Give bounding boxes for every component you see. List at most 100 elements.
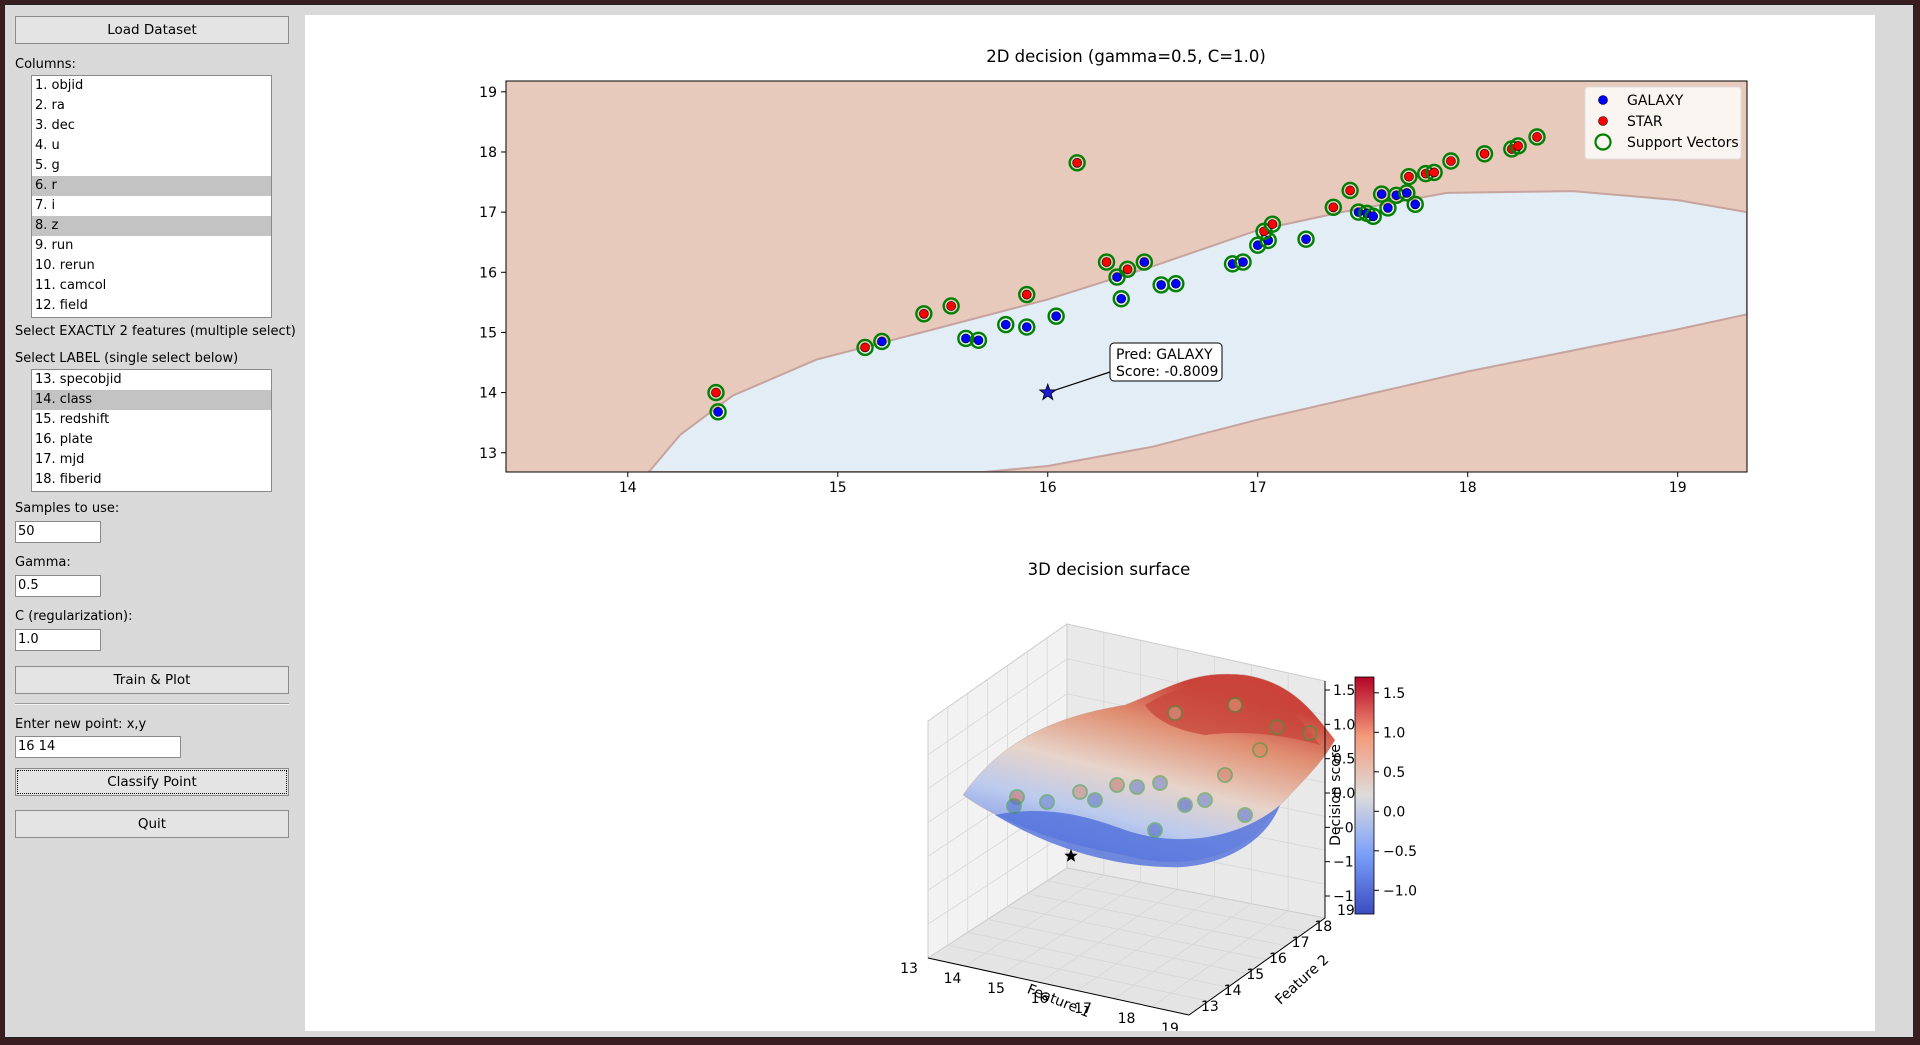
point-3d [1109,777,1125,793]
column-list-item[interactable]: 5. g [35,158,60,173]
label-list-item[interactable]: 16. plate [35,432,93,447]
x-tick-label: 19 [1669,480,1687,496]
label-list-item[interactable]: 15. redshift [35,412,110,427]
colorbar-tick-label: 0.5 [1383,765,1405,781]
point-3d [1087,792,1103,808]
column-list-item[interactable]: 7. i [35,198,56,213]
label-list-item[interactable]: 14. class [32,390,271,410]
support-vector-ring [1406,195,1424,214]
point-3d [1227,697,1243,713]
y-tick-label-3d: 18 [1314,919,1332,935]
x-tick-label-3d: 19 [1161,1021,1179,1031]
galaxy-point [1139,257,1150,267]
support-vector-ring [1249,236,1267,254]
c-label: C (regularization): [15,609,133,624]
label-list-item[interactable]: 18. fiberid [35,472,102,487]
column-list-item[interactable]: 10. rerun [35,258,95,273]
samples-input[interactable]: 50 [15,521,101,543]
support-vector-ring [942,297,960,315]
colorbar-label: Decision score [1328,744,1344,846]
galaxy-point [1051,311,1061,322]
y-tick-label-3d: 15 [1246,967,1264,983]
star-point [1479,148,1490,159]
load-dataset-button[interactable]: Load Dataset [15,16,289,44]
legend-box [1584,86,1742,160]
colorbar-ticks: 1.5 1.0 0.5 0.0 −0.5 −1.0 [1374,686,1417,899]
galaxy-point [1171,278,1181,289]
support-vector-ring [1234,253,1252,271]
grid-line [967,931,1228,988]
star-point [1404,171,1414,182]
star-point [1513,141,1523,151]
grid-line [1076,896,1215,991]
support-vector-ring [1341,181,1359,200]
grid-line [1039,889,1178,983]
colorbar-tick-label: −0.5 [1383,844,1417,860]
point-3d [1217,767,1233,783]
column-list-item[interactable]: 2. ra [35,98,65,113]
y-tick-label-3d: 13 [1201,999,1219,1015]
point-3d [1006,798,1022,814]
c-input[interactable]: 1.0 [15,629,101,651]
new-point-annotation: Pred: GALAXY Score: -0.8009 [1038,342,1223,401]
point-3d [1237,807,1253,823]
column-list-item[interactable]: 3. dec [35,118,75,133]
label-list-item[interactable]: 13. specobjid [35,372,122,387]
legend-sv-label: Support Vectors [1627,135,1739,151]
column-list-item[interactable]: 4. u [35,138,60,153]
column-list-item[interactable]: 9. run [35,238,74,253]
y-tick-label: 18 [479,145,497,161]
column-list-item[interactable]: 1. objid [35,78,84,93]
column-list-item[interactable]: 6. r [32,176,271,196]
colorbar-tick-label: −1.0 [1383,883,1417,899]
legend-sv-marker [1594,133,1612,151]
support-vector-ring [707,383,725,402]
x-tick-label: 17 [1249,480,1267,496]
galaxy-point [713,407,723,417]
grid-line [1007,906,1267,960]
scatter-points [707,128,1546,421]
support-vector-ring [1167,275,1185,293]
y-tick-label: 13 [479,446,497,462]
galaxy-point [1156,280,1166,290]
support-vector-ring [1398,184,1416,202]
features-listbox[interactable]: 1. objid 2. ra 3. dec 4. u 5. g 6. r 7. i 8. z 9… [31,75,272,318]
gamma-input[interactable]: 0.5 [15,575,101,597]
support-vector-ring [1118,260,1137,278]
colorbar-tick-label: 1.5 [1383,686,1405,702]
z-tick-label-3d: 0.0 [1333,786,1355,802]
point-input[interactable]: 16 14 [15,736,181,758]
galaxy-region [647,190,1747,472]
classify-point-button[interactable]: Classify Point [15,768,289,796]
train-plot-button[interactable]: Train & Plot [15,666,289,694]
gamma-label: Gamma: [15,555,71,570]
grid-line [1002,881,1141,975]
label-hint: Select LABEL (single select below) [15,351,239,366]
columns-label: Columns: [15,57,76,72]
separator [15,703,289,705]
point-3d [1167,705,1183,721]
support-vector-ring [1112,290,1130,308]
star-point [946,301,956,311]
galaxy-point [1116,293,1127,304]
z-tick-label-3d: 1.5 [1333,683,1355,699]
legend-galaxy-label: GALAXY [1627,93,1684,109]
y-tick-label: 14 [479,386,497,402]
colorbar-tick-label: 1.0 [1383,725,1405,741]
quit-button[interactable]: Quit [15,810,289,838]
label-list-item[interactable]: 17. mjd [35,452,85,467]
surface-3d: 1314151617181913141516171819−1.5−1.0−0.5… [900,623,1367,1031]
column-list-item[interactable]: 11. camcol [35,278,107,293]
support-vector-ring [1018,318,1036,336]
y-tick-label: 15 [479,325,497,341]
star-point [1072,158,1082,168]
galaxy-point [1238,257,1248,267]
column-list-item[interactable]: 12. field [35,298,88,313]
column-list-item[interactable]: 8. z [32,216,271,236]
legend-star-marker [1598,116,1608,126]
label-listbox[interactable]: 13. specobjid 14. class 15. redshift 16. pl… [31,369,272,492]
support-vector-ring [1528,128,1546,146]
grid-line [965,874,1105,967]
grid-line [1027,893,1287,947]
y-tick-label-3d: 16 [1269,951,1287,967]
